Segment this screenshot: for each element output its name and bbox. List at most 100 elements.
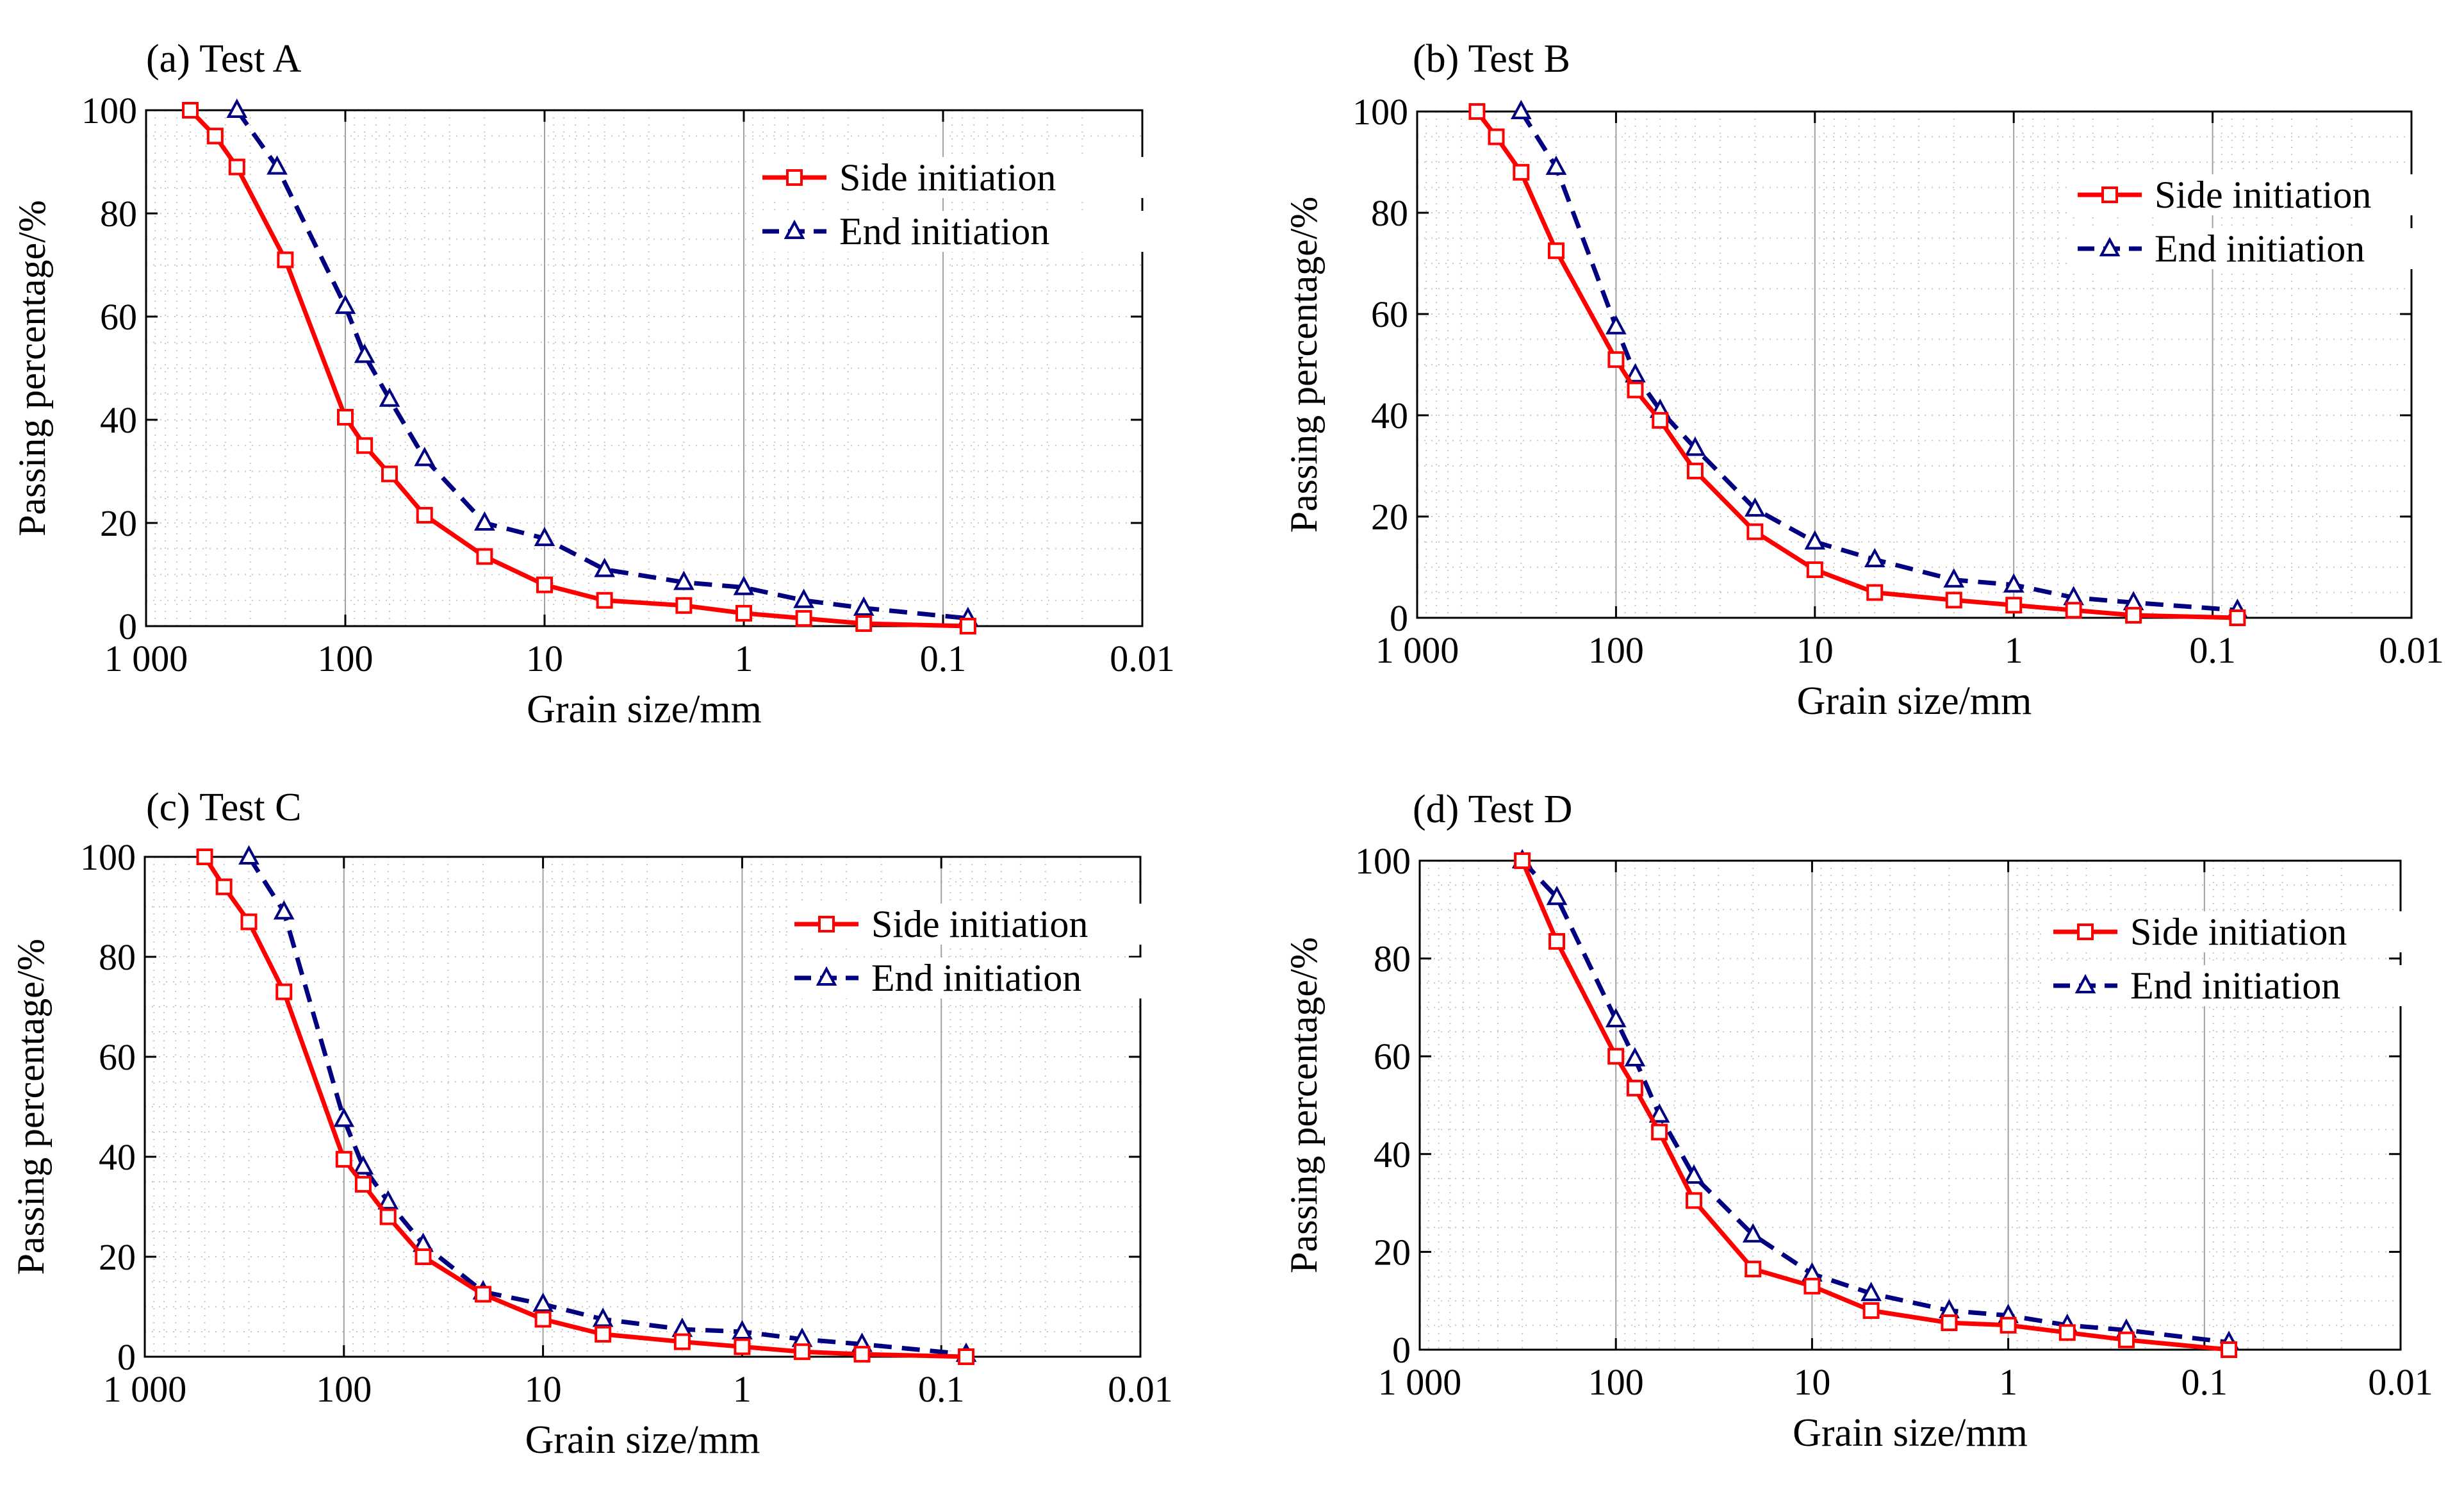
data-point — [1513, 163, 1530, 181]
y-tick-label: 80 — [1371, 192, 1408, 234]
data-point — [1746, 523, 1764, 540]
x-tick-label: 1 000 — [104, 638, 188, 679]
x-tick-label: 10 — [526, 638, 563, 679]
data-point — [381, 465, 398, 483]
x-axis-label: Grain size/mm — [527, 688, 762, 731]
legend-label: End initiation — [2155, 228, 2365, 270]
x-tick-label: 0.01 — [2368, 1361, 2433, 1403]
data-point — [1803, 1277, 1821, 1295]
data-point — [594, 558, 615, 577]
y-tick-label: 0 — [117, 1336, 136, 1378]
data-point — [818, 916, 835, 932]
series-line — [1519, 110, 2238, 613]
data-point — [1625, 363, 1646, 383]
x-tick-label: 100 — [1588, 629, 1644, 671]
data-point — [1510, 99, 1532, 119]
x-tick-label: 0.01 — [2379, 629, 2444, 671]
x-tick-label: 100 — [316, 1368, 372, 1410]
data-point — [1545, 155, 1567, 175]
data-point — [1626, 1079, 1643, 1097]
legend-label: End initiation — [839, 210, 1049, 253]
data-point — [1607, 1048, 1625, 1065]
legend-label: Side initiation — [2130, 911, 2347, 953]
data-point — [377, 1190, 399, 1210]
data-point — [238, 845, 259, 865]
data-point — [352, 1155, 374, 1175]
data-point — [673, 570, 694, 590]
data-point — [2005, 597, 2023, 614]
plot-frame — [144, 856, 1142, 1358]
plot-frame — [1416, 110, 2413, 619]
x-axis-label: Grain size/mm — [1793, 1411, 2028, 1455]
data-point — [675, 597, 693, 614]
x-tick-label: 0.1 — [2181, 1361, 2228, 1403]
y-tick-label: 60 — [1371, 294, 1408, 335]
data-point — [1742, 1223, 1764, 1243]
y-axis-label: Passing percentage/% — [10, 939, 52, 1275]
y-axis-label: Passing percentage/% — [1283, 937, 1325, 1273]
data-point — [2125, 607, 2142, 624]
data-point — [1548, 932, 1566, 950]
data-point — [1943, 568, 1965, 588]
series-end-initiation — [1511, 849, 2240, 1350]
data-point — [595, 1325, 612, 1343]
data-point — [228, 158, 245, 176]
data-point — [784, 219, 805, 239]
data-point — [1804, 530, 1826, 550]
axis-ticks — [145, 109, 1144, 627]
data-point — [816, 966, 837, 986]
data-point — [786, 169, 803, 186]
x-tick-label: 1 — [2005, 629, 2023, 671]
data-point — [1684, 436, 1706, 456]
data-point — [1606, 315, 1627, 335]
chart-panel-1: 0 20 40 60 80 100 1 000 100 10 1 0.1 0.01 Grain size… — [11, 37, 1175, 731]
series-line — [247, 856, 967, 1357]
y-tick-label: 40 — [99, 1136, 136, 1178]
data-point — [1860, 1282, 1882, 1302]
data-point — [1514, 852, 1531, 869]
y-tick-label: 80 — [100, 193, 137, 235]
data-point — [1686, 462, 1704, 479]
y-tick-label: 100 — [81, 90, 137, 131]
data-point — [1866, 584, 1884, 601]
data-point — [1488, 128, 1505, 145]
data-point — [793, 1343, 810, 1361]
chart-panel-4: 0 20 40 60 80 100 1 000 100 10 1 0.1 0.01 Grain size… — [1283, 788, 2444, 1455]
chart-title: (c) Test C — [146, 786, 301, 829]
data-point — [337, 408, 354, 426]
data-point — [267, 155, 288, 175]
data-point — [735, 604, 752, 622]
plot-frame — [1418, 859, 2402, 1351]
data-point — [1546, 886, 1568, 906]
y-tick-label: 100 — [1355, 840, 1411, 882]
series-line — [1520, 859, 2230, 1345]
y-tick-label: 0 — [119, 606, 137, 647]
y-axis-label: Passing percentage/% — [1283, 197, 1325, 533]
data-point — [475, 1286, 492, 1303]
chart-title: (b) Test B — [1413, 37, 1570, 81]
x-tick-label: 0.1 — [2189, 629, 2236, 671]
data-point — [1651, 1123, 1668, 1141]
data-point — [2065, 602, 2082, 619]
x-tick-label: 0.01 — [1108, 1368, 1173, 1410]
data-point — [795, 609, 812, 627]
legend-label: Side initiation — [871, 903, 1088, 945]
data-point — [354, 344, 375, 363]
legend: Side initiation End initiation — [2071, 174, 2464, 270]
data-point — [277, 251, 294, 269]
y-tick-label: 60 — [100, 296, 137, 338]
series-line — [188, 108, 968, 629]
x-tick-label: 1 — [735, 638, 753, 679]
y-axis-label: Passing percentage/% — [11, 200, 53, 536]
data-point — [356, 437, 374, 454]
data-point — [732, 1320, 753, 1339]
data-point — [855, 615, 873, 632]
x-tick-label: 10 — [1793, 1361, 1830, 1403]
x-tick-label: 10 — [1796, 629, 1834, 671]
data-point — [415, 1248, 432, 1265]
data-point — [2074, 973, 2096, 993]
y-tick-label: 60 — [1374, 1036, 1411, 1077]
data-point — [379, 387, 400, 407]
series-line — [1475, 110, 2238, 620]
